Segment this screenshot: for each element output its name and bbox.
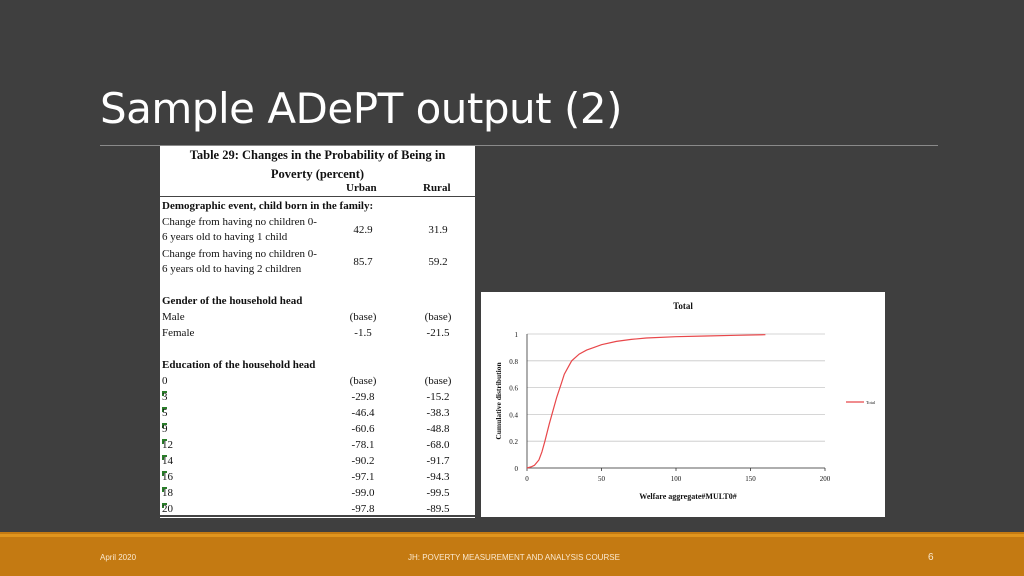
chart-title: Total — [673, 301, 693, 311]
footer-course-title: JH: POVERTY MEASUREMENT AND ANALYSIS COU… — [408, 553, 620, 562]
section-demographic: Demographic event, child born in the fam… — [162, 200, 374, 212]
rural-value: -21.5 — [426, 327, 450, 339]
rural-value: -68.0 — [426, 439, 450, 451]
row-label: Change from having no children 0- 6 years… — [162, 248, 317, 275]
urban-value: 42.9 — [353, 224, 373, 236]
cell-marker-icon — [162, 407, 167, 412]
urban-value: 85.7 — [353, 256, 373, 268]
poverty-table: Table 29: Changes in the Probability of … — [160, 146, 475, 518]
y-tick-label: 0.2 — [509, 438, 518, 446]
cell-marker-icon — [162, 503, 167, 508]
footer-date: April 2020 — [100, 553, 137, 562]
rural-value: (base) — [424, 311, 452, 323]
row-label: 16 — [162, 471, 173, 483]
x-tick-label: 100 — [671, 475, 682, 483]
legend-label: Total — [866, 400, 876, 405]
urban-value: -97.8 — [351, 503, 375, 515]
row-label: 14 — [162, 455, 173, 467]
header-rule — [160, 196, 475, 197]
slide-title: Sample ADePT output (2) — [100, 84, 622, 133]
y-tick-label: 1 — [515, 331, 519, 339]
x-axis-label: Welfare aggregate#MULT0# — [639, 492, 736, 501]
cell-marker-icon — [162, 455, 167, 460]
row-label: Change from having no children 0- 6 years… — [162, 216, 317, 243]
rural-value: -15.2 — [426, 391, 450, 403]
cell-marker-icon — [162, 423, 167, 428]
row-label: 9 — [162, 423, 168, 435]
urban-value: (base) — [349, 311, 377, 323]
row-label: 5 — [162, 407, 168, 419]
row-label: Male — [162, 311, 185, 323]
bottom-rule — [160, 515, 475, 517]
section-gender: Gender of the household head — [162, 295, 303, 307]
urban-value: -99.0 — [351, 487, 375, 499]
cumulative-distribution-chart: Total 0 0.2 0.4 0.6 0.8 1 0 50 100 150 200 Welfare a… — [481, 292, 885, 517]
x-tick-label: 0 — [525, 475, 529, 483]
table-caption-line1: Table 29: Changes in the Probability of … — [189, 148, 446, 162]
footer-accent-line — [0, 534, 1024, 537]
page-number: 6 — [928, 552, 934, 563]
row-label: 18 — [162, 487, 173, 499]
urban-value: -46.4 — [351, 407, 375, 419]
urban-value: (base) — [349, 375, 377, 387]
rural-value: 59.2 — [428, 256, 448, 268]
x-tick-label: 50 — [598, 475, 606, 483]
title-divider — [100, 145, 938, 146]
row-label: 20 — [162, 503, 173, 515]
rural-value: -91.7 — [426, 455, 450, 467]
urban-value: -97.1 — [351, 471, 375, 483]
y-tick-label: 0 — [515, 465, 519, 473]
y-tick-label: 0.8 — [509, 358, 518, 366]
rural-value: -48.8 — [426, 423, 450, 435]
y-tick-label: 0.6 — [509, 385, 518, 393]
cell-marker-icon — [162, 487, 167, 492]
row-label: 12 — [162, 439, 173, 451]
rural-value: -38.3 — [426, 407, 450, 419]
rural-value: -94.3 — [426, 471, 450, 483]
rural-value: (base) — [424, 375, 452, 387]
row-label: 0 — [162, 375, 168, 387]
y-axis-label: Cumulative distribution — [494, 362, 503, 440]
row-label: 3 — [162, 391, 168, 403]
footer-bar — [0, 532, 1024, 576]
x-tick-label: 150 — [745, 475, 756, 483]
cell-marker-icon — [162, 391, 167, 396]
urban-value: -90.2 — [351, 455, 375, 467]
chart-svg: Total 0 0.2 0.4 0.6 0.8 1 0 50 100 150 200 Welfare a… — [494, 301, 876, 501]
rural-value: 31.9 — [428, 224, 448, 236]
table-caption-line2: Poverty (percent) — [270, 167, 365, 181]
urban-value: -60.6 — [351, 423, 375, 435]
y-tick-label: 0.4 — [509, 411, 518, 419]
table-caption: Table 29: Changes in the Probability of … — [160, 146, 475, 184]
rural-value: -89.5 — [426, 503, 450, 515]
col-header-rural: Rural — [423, 182, 451, 194]
row-label: Female — [162, 327, 195, 339]
series-line — [526, 334, 766, 469]
cell-marker-icon — [162, 471, 167, 476]
section-education: Education of the household head — [162, 359, 316, 371]
urban-value: -1.5 — [354, 327, 372, 339]
cell-marker-icon — [162, 439, 167, 444]
urban-value: -29.8 — [351, 391, 375, 403]
col-header-urban: Urban — [346, 182, 377, 194]
rural-value: -99.5 — [426, 487, 450, 499]
x-tick-label: 200 — [820, 475, 831, 483]
urban-value: -78.1 — [351, 439, 375, 451]
